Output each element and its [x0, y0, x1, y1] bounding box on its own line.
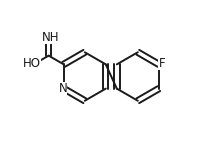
Text: F: F: [158, 57, 165, 70]
Text: NH: NH: [42, 31, 60, 44]
Text: HO: HO: [23, 58, 41, 71]
Text: N: N: [59, 82, 67, 95]
